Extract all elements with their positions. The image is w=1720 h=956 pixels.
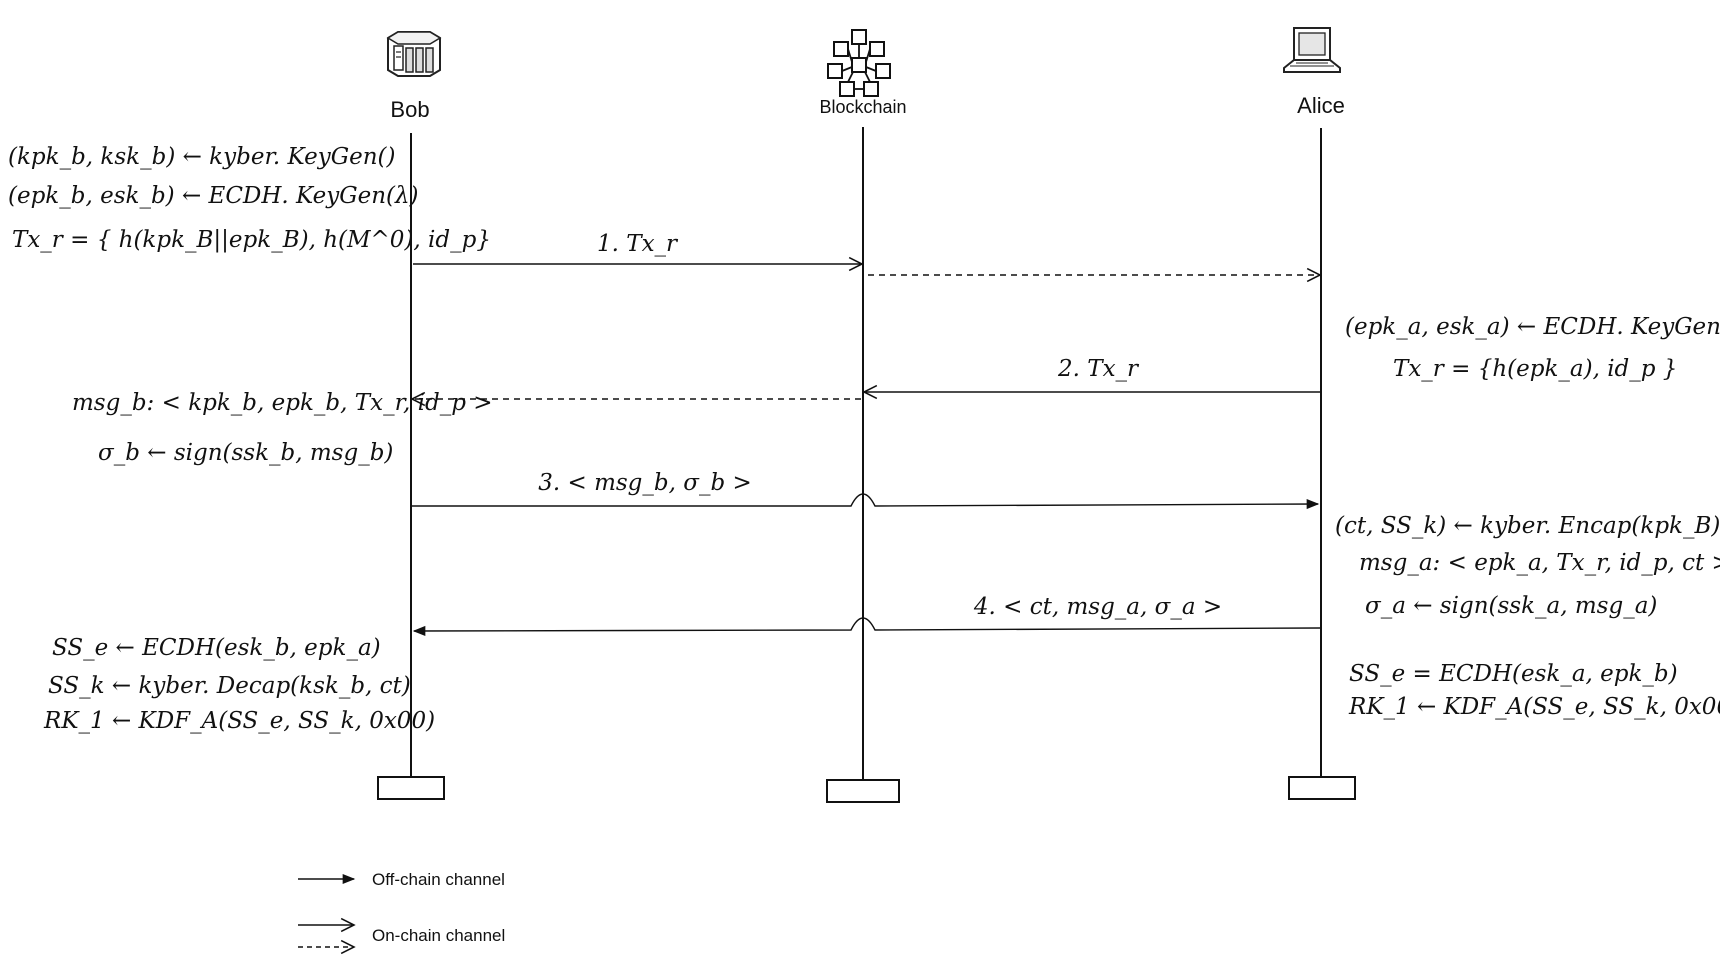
message-2-label: 2. Tx_r bbox=[1057, 356, 1140, 382]
bob-kyber-decap: SS_k ← kyber. Decap(ksk_b, ct) bbox=[48, 673, 411, 699]
bob-ecdh-keygen: (epk_b, esk_b) ← ECDH. KeyGen(λ) bbox=[8, 183, 419, 209]
alice-tx-record: Tx_r = {h(epk_a), id_p } bbox=[1393, 356, 1677, 382]
participant-alice-label: Alice bbox=[1297, 93, 1345, 118]
alice-ecdh-shared-secret: SS_e = ECDH(esk_a, epk_b) bbox=[1349, 661, 1678, 687]
laptop-icon bbox=[1283, 27, 1341, 73]
participant-blockchain-label: Blockchain bbox=[819, 97, 906, 117]
alice-kyber-encap: (ct, SS_k) ← kyber. Encap(kpk_B) bbox=[1335, 513, 1720, 539]
alice-message-def: msg_a: < epk_a, Tx_r, id_p, ct > bbox=[1359, 550, 1720, 576]
alice-root-key: RK_1 ← KDF_A(SS_e, SS_k, 0x00) bbox=[1348, 694, 1720, 720]
bob-message-def: msg_b: < kpk_b, epk_b, Tx_r, id_p > bbox=[72, 390, 493, 416]
bob-kyber-keygen: (kpk_b, ksk_b) ← kyber. KeyGen() bbox=[8, 144, 395, 170]
alice-lifeline-end bbox=[1288, 776, 1356, 800]
message-4-arrow bbox=[412, 617, 1321, 637]
bob-lifeline-end bbox=[377, 776, 445, 800]
message-1-label: 1. Tx_r bbox=[597, 231, 679, 257]
bob-signature: σ_b ← sign(ssk_b, msg_b) bbox=[98, 440, 393, 466]
legend-offchain-label: Off-chain channel bbox=[372, 870, 505, 889]
blockchain-lifeline-end bbox=[826, 779, 900, 803]
message-3-arrow bbox=[412, 493, 1320, 510]
legend: Off-chain channel On-chain channel bbox=[298, 870, 505, 947]
message-4-label: 4. < ct, msg_a, σ_a > bbox=[973, 594, 1222, 620]
alice-ecdh-keygen: (epk_a, esk_a) ← ECDH. KeyGen(λ) bbox=[1345, 314, 1720, 340]
message-3-label: 3. < msg_b, σ_b > bbox=[538, 470, 752, 496]
participant-bob-label: Bob bbox=[390, 97, 429, 122]
blockchain-network-icon bbox=[827, 29, 891, 97]
server-icon bbox=[386, 31, 442, 77]
bob-tx-record: Tx_r = { h(kpk_B||epk_B), h(M^0), id_p} bbox=[12, 227, 491, 253]
legend-onchain-label: On-chain channel bbox=[372, 926, 505, 945]
bob-root-key: RK_1 ← KDF_A(SS_e, SS_k, 0x00) bbox=[43, 708, 435, 734]
bob-ecdh-shared-secret: SS_e ← ECDH(esk_b, epk_a) bbox=[52, 635, 381, 661]
alice-signature: σ_a ← sign(ssk_a, msg_a) bbox=[1365, 593, 1657, 619]
